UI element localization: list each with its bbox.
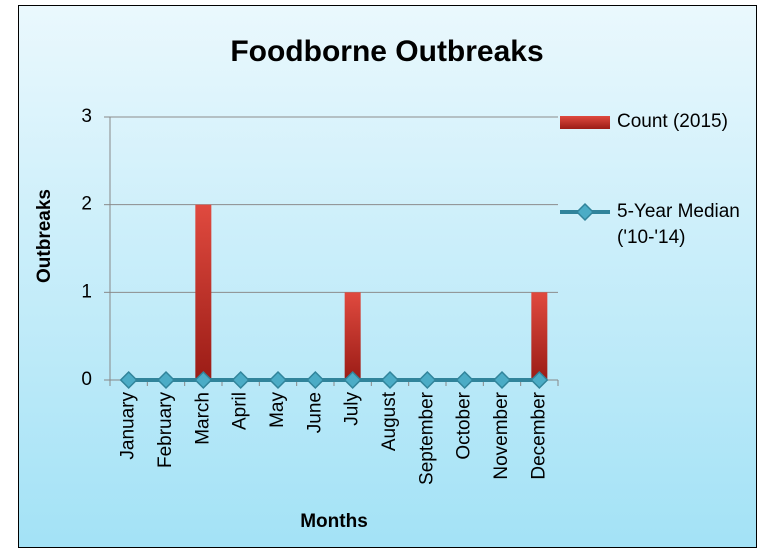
x-tick-label: December <box>528 391 549 479</box>
y-axis-label: Outbreaks <box>34 189 55 283</box>
y-tick-label: 1 <box>81 281 92 302</box>
x-tick-label: June <box>304 392 325 433</box>
legend-label: 5-Year Median ('10-'14) <box>617 201 740 248</box>
x-axis-label: Months <box>300 511 368 532</box>
chart-background <box>18 5 757 548</box>
legend-swatch <box>560 116 610 129</box>
line-marker <box>455 370 474 390</box>
legend-label: Count (2015) <box>617 111 728 132</box>
x-tick-label: September <box>416 391 437 485</box>
y-tick-label: 3 <box>81 106 92 127</box>
x-tick-label: October <box>454 391 475 459</box>
bar <box>531 292 548 380</box>
line-marker <box>156 370 176 390</box>
line-marker <box>492 370 512 390</box>
line-marker <box>194 370 213 390</box>
x-tick-label: April <box>230 392 251 430</box>
line-marker <box>231 370 250 390</box>
y-tick-label: 2 <box>81 194 92 215</box>
x-tick-label: February <box>155 392 176 469</box>
line-marker <box>380 370 400 390</box>
x-tick-label: May <box>267 392 288 428</box>
line-marker <box>343 370 362 390</box>
bar <box>344 292 361 380</box>
chart-title: Foodborne Outbreaks <box>230 35 543 68</box>
line-marker <box>306 370 325 390</box>
x-tick-label: August <box>379 391 400 451</box>
y-tick-label: 0 <box>81 369 92 390</box>
line-marker <box>268 370 288 390</box>
legend-marker <box>575 202 595 222</box>
x-tick-label: January <box>118 392 139 460</box>
bar <box>195 204 212 380</box>
line-marker <box>119 370 138 390</box>
x-tick-label: November <box>491 391 512 479</box>
x-tick-label: March <box>192 392 213 445</box>
line-marker <box>530 370 549 390</box>
x-tick-label: July <box>342 392 363 426</box>
line-marker <box>418 370 437 390</box>
